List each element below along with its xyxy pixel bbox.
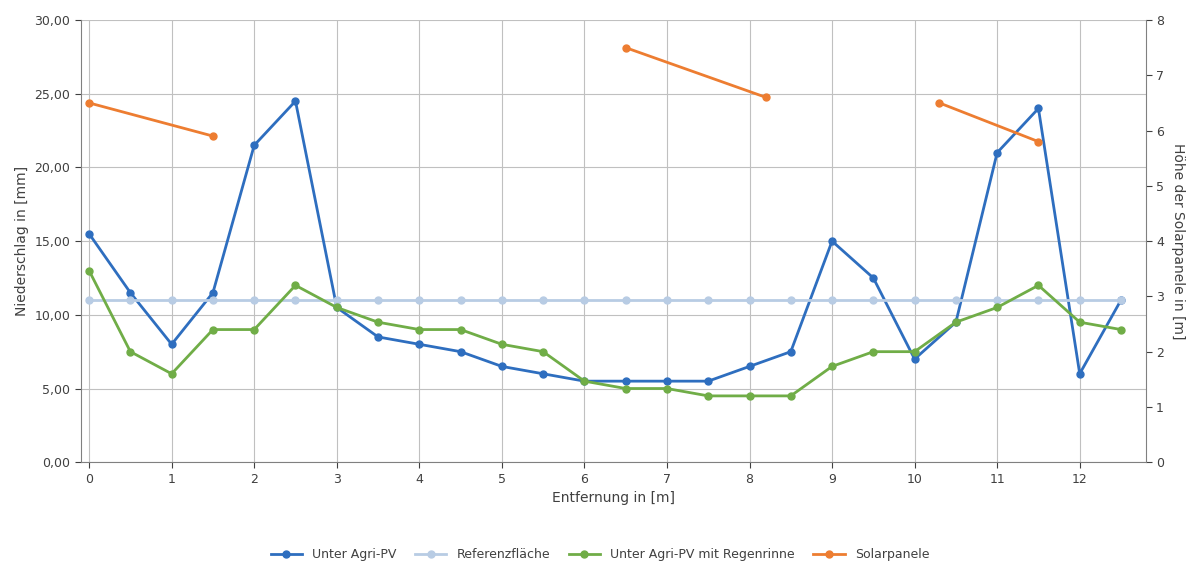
Unter Agri-PV mit Regenrinne: [412, 326, 426, 333]
Unter Agri-PV: [743, 363, 757, 370]
Unter Agri-PV: [949, 318, 964, 325]
Unter Agri-PV: [412, 341, 426, 348]
Unter Agri-PV: [124, 289, 138, 296]
Legend: Unter Agri-PV, Referenzfläche, Unter Agri-PV mit Regenrinne, Solarpanele: Unter Agri-PV, Referenzfläche, Unter Agr…: [266, 543, 934, 566]
Unter Agri-PV: [577, 377, 592, 384]
Unter Agri-PV mit Regenrinne: [536, 348, 551, 355]
Unter Agri-PV: [618, 377, 632, 384]
Unter Agri-PV mit Regenrinne: [743, 392, 757, 399]
Unter Agri-PV mit Regenrinne: [82, 267, 96, 274]
Referenzfläche: [494, 297, 509, 303]
Referenzfläche: [454, 297, 468, 303]
Referenzfläche: [1114, 297, 1128, 303]
Unter Agri-PV: [82, 230, 96, 237]
Line: Unter Agri-PV: Unter Agri-PV: [85, 98, 1124, 384]
Solarpanele: [82, 99, 96, 106]
Referenzfläche: [1073, 297, 1087, 303]
Unter Agri-PV: [1114, 297, 1128, 303]
Unter Agri-PV: [1031, 105, 1045, 112]
Referenzfläche: [743, 297, 757, 303]
Unter Agri-PV mit Regenrinne: [247, 326, 262, 333]
Unter Agri-PV: [288, 98, 302, 105]
Referenzfläche: [824, 297, 839, 303]
Referenzfläche: [247, 297, 262, 303]
Line: Solarpanele: Solarpanele: [85, 99, 216, 139]
Unter Agri-PV mit Regenrinne: [330, 304, 344, 311]
Referenzfläche: [82, 297, 96, 303]
Referenzfläche: [205, 297, 220, 303]
Unter Agri-PV mit Regenrinne: [949, 318, 964, 325]
Referenzfläche: [577, 297, 592, 303]
Unter Agri-PV mit Regenrinne: [990, 304, 1004, 311]
Referenzfläche: [288, 297, 302, 303]
Unter Agri-PV: [824, 238, 839, 244]
Unter Agri-PV mit Regenrinne: [494, 341, 509, 348]
Unter Agri-PV mit Regenrinne: [824, 363, 839, 370]
Unter Agri-PV mit Regenrinne: [205, 326, 220, 333]
Referenzfläche: [618, 297, 632, 303]
Unter Agri-PV: [454, 348, 468, 355]
Referenzfläche: [164, 297, 179, 303]
Unter Agri-PV mit Regenrinne: [124, 348, 138, 355]
Unter Agri-PV mit Regenrinne: [1114, 326, 1128, 333]
Unter Agri-PV mit Regenrinne: [1073, 318, 1087, 325]
Referenzfläche: [536, 297, 551, 303]
Line: Unter Agri-PV mit Regenrinne: Unter Agri-PV mit Regenrinne: [85, 267, 1124, 399]
Unter Agri-PV: [784, 348, 798, 355]
Unter Agri-PV: [907, 355, 922, 362]
Unter Agri-PV mit Regenrinne: [454, 326, 468, 333]
Referenzfläche: [784, 297, 798, 303]
Line: Referenzfläche: Referenzfläche: [85, 297, 1124, 303]
Unter Agri-PV mit Regenrinne: [784, 392, 798, 399]
Unter Agri-PV: [494, 363, 509, 370]
Unter Agri-PV: [660, 377, 674, 384]
Unter Agri-PV: [205, 289, 220, 296]
Referenzfläche: [412, 297, 426, 303]
Referenzfläche: [949, 297, 964, 303]
Unter Agri-PV mit Regenrinne: [164, 370, 179, 377]
Y-axis label: Höhe der Solarpanele in [m]: Höhe der Solarpanele in [m]: [1171, 143, 1186, 339]
Unter Agri-PV mit Regenrinne: [660, 385, 674, 392]
Unter Agri-PV: [330, 304, 344, 311]
Unter Agri-PV: [866, 275, 881, 281]
Unter Agri-PV: [536, 370, 551, 377]
Referenzfläche: [371, 297, 385, 303]
Y-axis label: Niederschlag in [mm]: Niederschlag in [mm]: [14, 166, 29, 316]
Unter Agri-PV mit Regenrinne: [907, 348, 922, 355]
X-axis label: Entfernung in [m]: Entfernung in [m]: [552, 491, 674, 505]
Referenzfläche: [990, 297, 1004, 303]
Referenzfläche: [1031, 297, 1045, 303]
Referenzfläche: [330, 297, 344, 303]
Unter Agri-PV: [371, 334, 385, 340]
Unter Agri-PV mit Regenrinne: [1031, 282, 1045, 289]
Unter Agri-PV mit Regenrinne: [371, 318, 385, 325]
Referenzfläche: [124, 297, 138, 303]
Referenzfläche: [866, 297, 881, 303]
Unter Agri-PV mit Regenrinne: [866, 348, 881, 355]
Unter Agri-PV mit Regenrinne: [618, 385, 632, 392]
Referenzfläche: [660, 297, 674, 303]
Unter Agri-PV: [990, 149, 1004, 156]
Unter Agri-PV: [701, 377, 715, 384]
Unter Agri-PV: [164, 341, 179, 348]
Unter Agri-PV: [1073, 370, 1087, 377]
Unter Agri-PV: [247, 142, 262, 149]
Unter Agri-PV mit Regenrinne: [577, 377, 592, 384]
Unter Agri-PV mit Regenrinne: [288, 282, 302, 289]
Referenzfläche: [907, 297, 922, 303]
Unter Agri-PV mit Regenrinne: [701, 392, 715, 399]
Referenzfläche: [701, 297, 715, 303]
Solarpanele: [205, 132, 220, 139]
